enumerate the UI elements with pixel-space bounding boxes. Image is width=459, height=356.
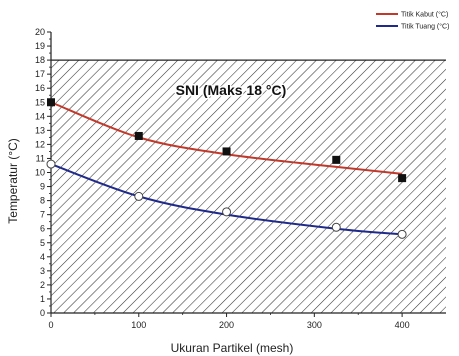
data-point [222,147,231,156]
y-axis-title: Temperatur (°C) [6,138,20,223]
data-point [331,222,341,232]
y-tick-label: 13 [35,125,45,135]
data-point [222,207,232,217]
x-axis-title: Ukuran Partikel (mesh) [171,341,294,355]
y-tick-label: 1 [40,294,45,304]
data-point [134,191,144,201]
y-tick-label: 3 [40,266,45,276]
y-tick-label: 14 [35,111,45,121]
x-tick-label: 400 [395,320,410,330]
y-tick-label: 17 [35,69,45,79]
series-titik-tuang [46,159,407,239]
y-tick-label: 19 [35,41,45,51]
y-tick-label: 9 [40,182,45,192]
x-tick-label: 300 [307,320,322,330]
sni-hatched-region [51,59,446,313]
y-tick-label: 4 [40,252,45,262]
legend-label: Titik Tuang (°C) [401,23,449,31]
y-tick-label: 18 [35,55,45,65]
x-tick-label: 0 [48,320,53,330]
data-point [332,155,341,164]
y-tick-label: 11 [36,153,45,163]
y-tick-label: 12 [35,139,45,149]
y-tick-label: 0 [40,308,45,318]
y-tick-label: 16 [35,83,45,93]
y-tick-label: 10 [35,168,45,178]
data-point [134,131,143,140]
y-tick-label: 15 [35,97,45,107]
y-tick-label: 6 [40,224,45,234]
series-titik-kabut [47,98,407,183]
y-tick-label: 7 [40,210,45,220]
legend: Titik Kabut (°C) Titik Tuang (°C) [376,11,449,31]
y-tick-label: 8 [40,196,45,206]
y-tick-label: 2 [40,280,45,290]
data-point [46,159,56,169]
data-point [397,229,407,239]
data-point [398,174,407,183]
sni-hatch-fill [51,60,446,313]
legend-label: Titik Kabut (°C) [401,11,448,19]
x-tick-label: 200 [219,320,234,330]
data-point [47,98,55,107]
sni-annotation: SNI (Maks 18 °C) [176,82,287,98]
y-tick-label: 5 [40,238,45,248]
x-tick-label: 100 [131,320,146,330]
series-layer [46,98,407,239]
y-tick-label: 20 [35,27,45,37]
